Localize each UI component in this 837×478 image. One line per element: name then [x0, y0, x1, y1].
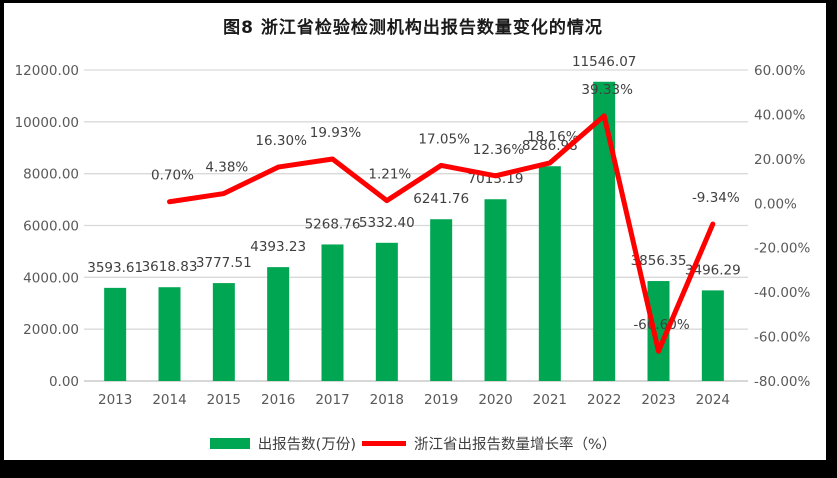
x-axis-tick-label: 2024 [696, 392, 730, 408]
x-axis-tick-label: 2014 [152, 392, 186, 408]
left-axis-tick-label: 0.00 [49, 374, 79, 390]
growth-value-label: 0.70% [151, 168, 194, 184]
bar-value-label: 5332.40 [359, 215, 415, 231]
bar-2019 [430, 219, 453, 381]
legend-line-label: 浙江省出报告数量增长率（%） [414, 436, 617, 453]
bar-2013 [104, 287, 127, 381]
bar-2018 [375, 242, 398, 381]
bar-2016 [267, 267, 290, 381]
x-axis-tick-label: 2017 [315, 392, 349, 408]
bar-value-label: 11546.07 [572, 54, 636, 70]
x-axis-tick-label: 2022 [587, 392, 621, 408]
x-axis-tick-label: 2023 [641, 392, 675, 408]
growth-line [167, 113, 716, 354]
right-axis-tick-label: -40.00% [754, 285, 811, 301]
right-axis-tick-label: -20.00% [754, 241, 811, 257]
bar-2015 [212, 283, 235, 381]
x-axis-tick-label: 2016 [261, 392, 295, 408]
left-axis-tick-label: 2000.00 [23, 322, 79, 338]
left-axis-tick-label: 12000.00 [15, 63, 79, 79]
photo-border-left [0, 0, 4, 478]
growth-value-label: 12.36% [473, 142, 525, 158]
right-axis-tick-label: 20.00% [754, 152, 806, 168]
photo-border-right [826, 0, 837, 478]
bar-2021 [538, 166, 561, 381]
legend: 出报告数(万份) 浙江省出报告数量增长率（%） [0, 433, 826, 453]
growth-value-label: -9.34% [692, 190, 740, 206]
bar-2022 [593, 81, 616, 382]
right-axis-tick-label: -60.00% [754, 330, 811, 346]
left-axis-tick-label: 8000.00 [23, 167, 79, 183]
bar-value-label: 3777.51 [196, 255, 252, 271]
right-axis-tick-label: 40.00% [754, 107, 806, 123]
chart-title: 图8 浙江省检验检测机构出报告数量变化的情况 [223, 18, 603, 38]
growth-value-label: 16.30% [255, 133, 307, 149]
right-axis-tick-label: 60.00% [754, 63, 806, 79]
right-axis-tick-label: 0.00% [754, 196, 797, 212]
growth-value-label: 1.21% [368, 167, 411, 183]
growth-value-label: 19.93% [310, 125, 362, 141]
bar-2020 [484, 199, 507, 381]
x-axis-tick-label: 2021 [533, 392, 567, 408]
growth-value-label: -66.60% [633, 317, 690, 333]
bar-value-label: 3618.83 [142, 259, 198, 275]
growth-value-label: 39.33% [581, 82, 633, 98]
legend-bar-swatch-icon [209, 437, 250, 449]
growth-value-label: 4.38% [205, 160, 248, 176]
bar-value-label: 3496.29 [685, 262, 741, 278]
bar-value-label: 6241.76 [413, 191, 469, 207]
legend-line-swatch-icon [362, 440, 407, 446]
bar-value-label: 4393.23 [250, 239, 306, 255]
photo-border-bottom [0, 460, 837, 478]
left-axis-tick-label: 4000.00 [23, 270, 79, 286]
bar-2023 [647, 281, 670, 381]
left-axis-tick-label: 6000.00 [23, 219, 79, 235]
x-axis-tick-label: 2018 [370, 392, 404, 408]
growth-value-label: 18.16% [527, 129, 579, 145]
x-axis-tick-label: 2015 [207, 392, 241, 408]
x-axis-tick-label: 2019 [424, 392, 458, 408]
bar-2014 [158, 287, 181, 381]
bar-value-label: 5268.76 [305, 216, 361, 232]
left-axis-tick-label: 10000.00 [15, 115, 79, 131]
photo-border-top [0, 0, 837, 3]
bar-value-label: 3856.35 [631, 253, 687, 269]
right-axis-tick-label: -80.00% [754, 374, 811, 390]
legend-bar-label: 出报告数(万份) [257, 436, 357, 453]
bar-value-label: 3593.61 [87, 260, 143, 276]
x-axis-tick-label: 2013 [98, 392, 132, 408]
growth-value-label: 17.05% [418, 131, 470, 147]
x-axis-tick-label: 2020 [478, 392, 512, 408]
bar-2024 [701, 290, 724, 381]
bar-2017 [321, 244, 344, 381]
